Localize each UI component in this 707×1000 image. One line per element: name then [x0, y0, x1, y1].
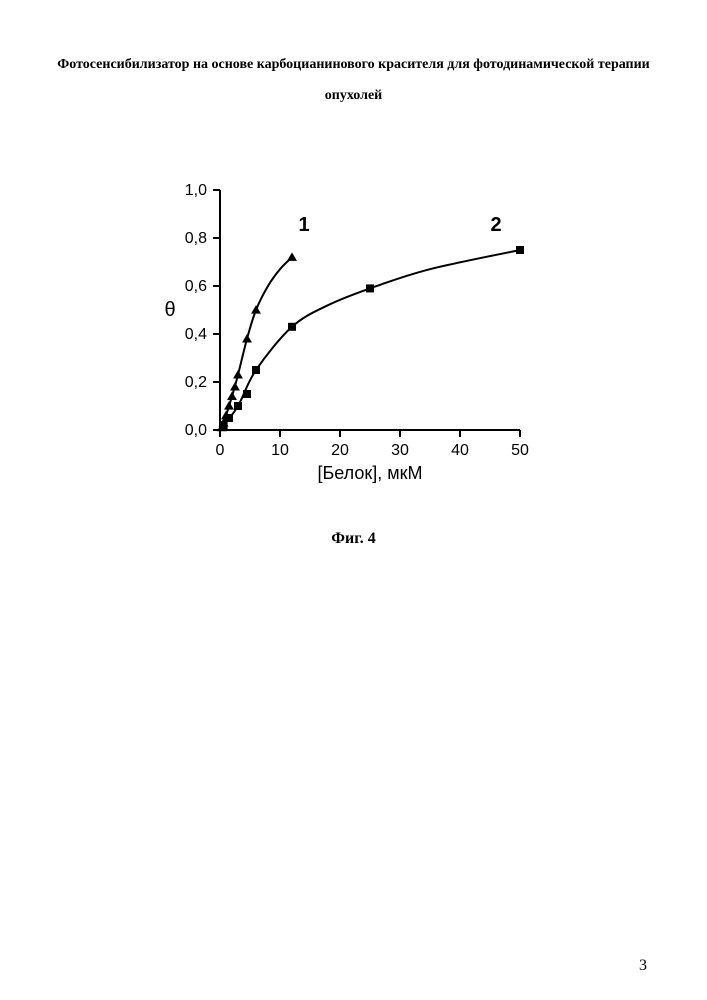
- chart-figure-4: 0 10 20 30 40 50 0,0 0,2 0,4 0,6 0,8 1,0 [Белок], мк…: [150, 170, 550, 500]
- svg-text:10: 10: [271, 442, 289, 459]
- figure-caption: Фиг. 4: [0, 530, 707, 548]
- title-line-2: опухолей: [40, 81, 667, 112]
- svg-text:40: 40: [451, 442, 469, 459]
- svg-text:1,0: 1,0: [185, 182, 207, 199]
- page: Фотосенсибилизатор на основе карбоцианин…: [0, 0, 707, 1000]
- svg-text:0,8: 0,8: [185, 230, 207, 247]
- svg-text:30: 30: [391, 442, 409, 459]
- svg-text:0,6: 0,6: [185, 278, 207, 295]
- svg-text:0,2: 0,2: [185, 374, 207, 391]
- svg-text:0,4: 0,4: [185, 326, 207, 343]
- chart-svg: 0 10 20 30 40 50 0,0 0,2 0,4 0,6 0,8 1,0 [Белок], мк…: [150, 170, 550, 500]
- svg-text:0,0: 0,0: [185, 422, 207, 439]
- svg-text:0: 0: [216, 442, 225, 459]
- svg-text:[Белок], мкМ: [Белок], мкМ: [317, 463, 422, 483]
- svg-text:2: 2: [490, 214, 501, 236]
- title-line-1: Фотосенсибилизатор на основе карбоцианин…: [40, 50, 667, 81]
- svg-text:50: 50: [511, 442, 529, 459]
- svg-text:20: 20: [331, 442, 349, 459]
- document-title: Фотосенсибилизатор на основе карбоцианин…: [40, 50, 667, 112]
- svg-text:1: 1: [298, 214, 309, 236]
- page-number: 3: [639, 957, 647, 975]
- svg-text:θ: θ: [164, 299, 175, 321]
